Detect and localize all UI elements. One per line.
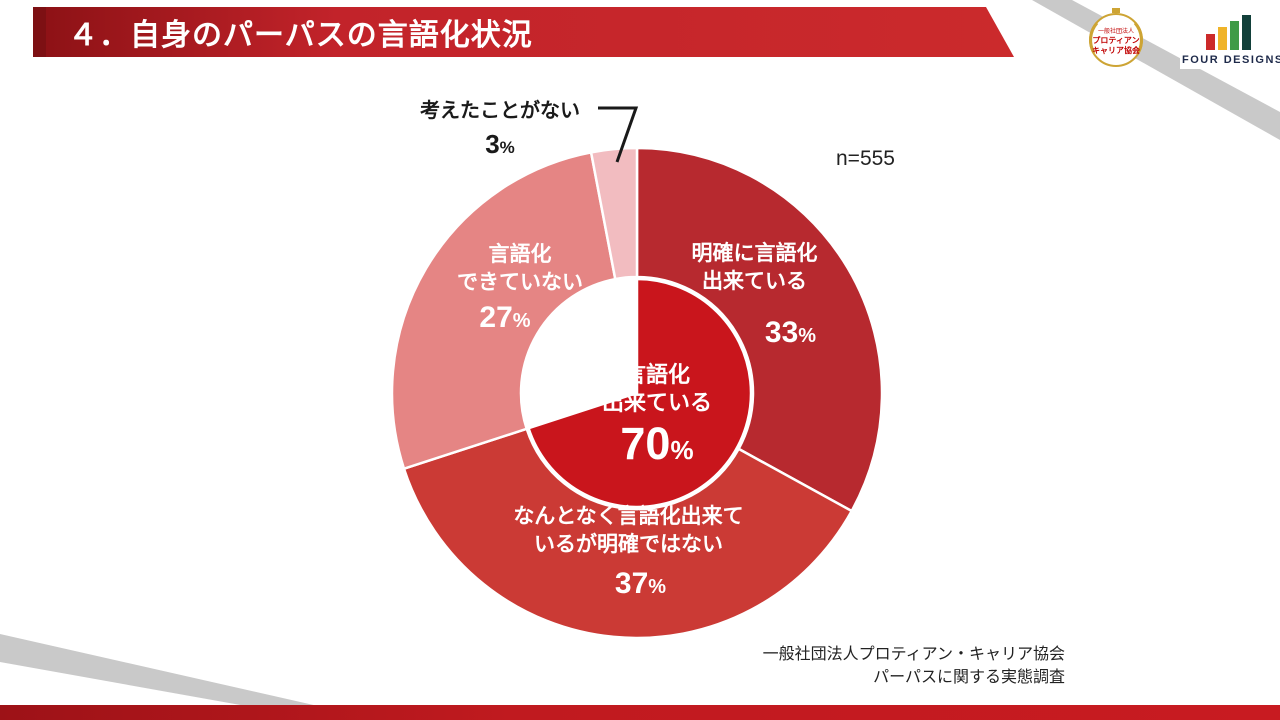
logo-bar	[1205, 34, 1215, 50]
segment-pct-value: 3	[485, 128, 500, 159]
segment-label-line: いるが明確ではない	[534, 532, 723, 556]
segment-pct-never-considered: 3%	[406, 127, 594, 162]
segment-pct-not-verbalized: 27%	[410, 301, 600, 335]
page-title: ４．自身のパーパスの言語化状況	[68, 19, 533, 52]
segment-label-not-verbalized: 言語化 できていない	[424, 241, 616, 297]
donut-center-label: 言語化 出来ている 70%	[562, 361, 752, 470]
segment-pct-value: 27	[479, 301, 513, 334]
bottom-left-ribbon	[0, 634, 318, 706]
header-accent-block	[33, 7, 46, 57]
center-pct-value: 70	[620, 418, 671, 469]
percent-sign: %	[499, 137, 515, 157]
logo-bar	[1241, 15, 1251, 50]
center-pct: 70%	[562, 418, 752, 470]
segment-label-clearly-verbalized: 明確に言語化 出来ている	[652, 240, 857, 296]
badge-text-line1: 一般社団法人	[1098, 27, 1134, 35]
percent-sign: %	[648, 576, 667, 598]
segment-pct-value: 37	[614, 567, 649, 600]
segment-pct-value: 33	[764, 316, 799, 349]
percent-sign: %	[798, 325, 817, 347]
four-designs-bars-icon	[1182, 14, 1274, 50]
segment-label-somewhat-verbalized: なんとなく言語化出来て いるが明確ではない	[476, 503, 781, 559]
center-total-wedge	[527, 277, 753, 509]
segment-label-line: できていない	[457, 270, 583, 294]
logo-bar	[1229, 21, 1239, 50]
badge-text-line3: キャリア協会	[1092, 45, 1140, 55]
percent-sign: %	[670, 435, 694, 465]
laurel-left-icon	[1089, 22, 1099, 54]
percent-sign: %	[512, 310, 531, 332]
purpose-verbalization-donut-chart	[390, 146, 884, 640]
badge-crown-icon	[1112, 8, 1120, 13]
four-designs-wordmark: FOUR DESIGNS	[1182, 54, 1280, 66]
laurel-right-icon	[1133, 22, 1143, 54]
source-line2: パーパスに関する実態調査	[873, 669, 1065, 687]
segment-label-line: 言語化	[488, 243, 552, 266]
header-banner: ４．自身のパーパスの言語化状況	[46, 7, 1014, 57]
segment-label-never-considered: 考えたことがない 3%	[406, 98, 594, 161]
center-label-line: 出来ている	[601, 389, 712, 415]
logo-bar	[1217, 27, 1227, 50]
segment-label-line: 考えたことがない	[420, 100, 580, 122]
segment-pct-clearly-verbalized: 33%	[698, 316, 883, 350]
segment-pct-somewhat-verbalized: 37%	[538, 567, 743, 601]
association-badge-logo: 一般社団法人 プロティアン キャリア協会	[1089, 8, 1143, 67]
badge-text-line2: プロティアン	[1092, 35, 1139, 45]
pie-segment-0	[635, 146, 884, 513]
callout-line	[598, 106, 639, 163]
segment-label-line: 明確に言語化	[691, 242, 818, 265]
sample-size-label: n=555	[836, 147, 895, 170]
pie-segment-2	[390, 150, 617, 471]
segment-label-line: 出来ている	[702, 269, 807, 293]
footer-bar	[0, 705, 1280, 720]
source-line1: 一般社団法人プロティアン・キャリア協会	[762, 646, 1065, 663]
center-label-line: 言語化	[623, 362, 690, 387]
segment-label-line: なんとなく言語化出来て	[513, 505, 744, 528]
four-designs-logo: FOUR DESIGNS	[1180, 12, 1280, 69]
source-attribution: 一般社団法人プロティアン・キャリア協会 パーパスに関する実態調査	[660, 643, 1065, 689]
